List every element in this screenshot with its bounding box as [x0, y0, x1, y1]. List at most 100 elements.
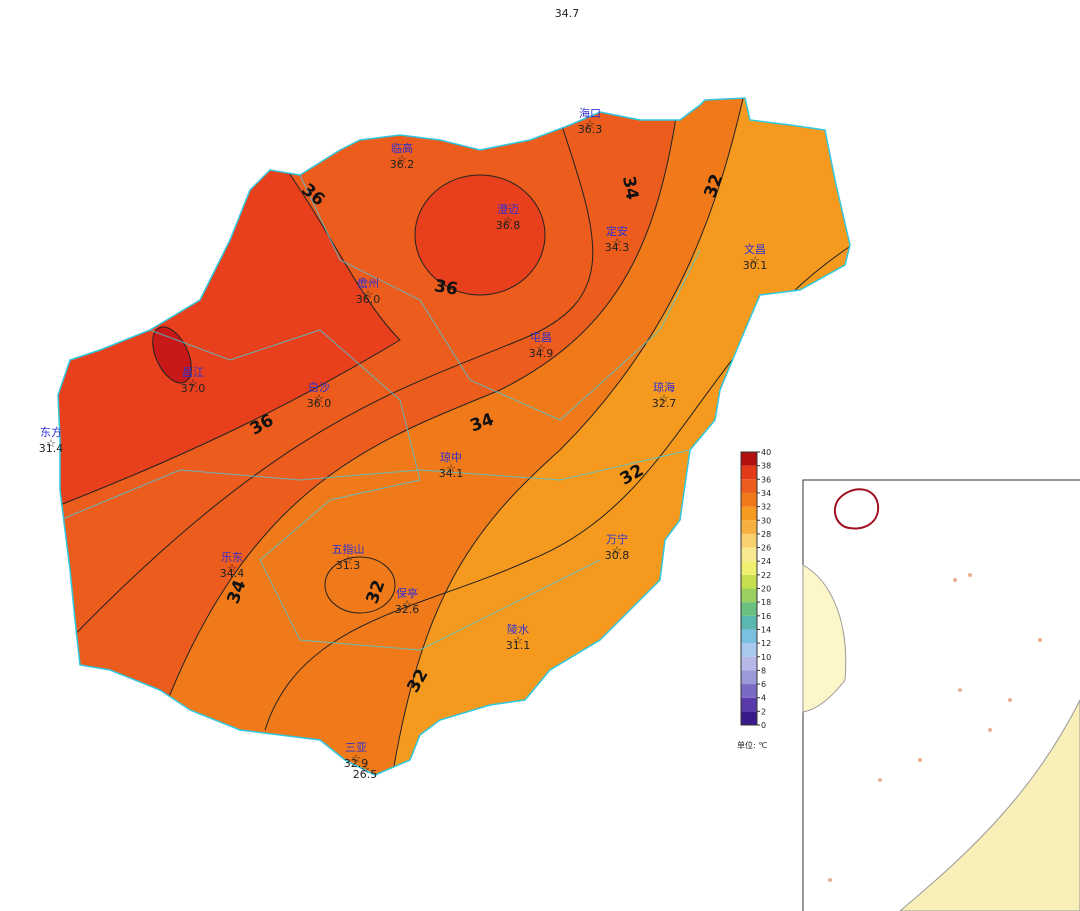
legend-swatch [741, 602, 757, 616]
station-value: 30.1 [743, 259, 768, 272]
station-name: 海口 [579, 106, 601, 120]
legend-swatch [741, 574, 757, 589]
legend-tick-label: 32 [761, 503, 771, 512]
station-value: 31.4 [39, 442, 64, 455]
legend-tick-label: 22 [761, 571, 771, 580]
station-star: ☆ [612, 236, 622, 249]
legend-tick-label: 14 [761, 625, 771, 634]
station: 昌江☆37.0 [181, 366, 206, 395]
station-name: 昌江 [182, 366, 204, 379]
legend-swatch [741, 615, 757, 630]
station-value: 30.8 [605, 549, 630, 562]
legend-swatch [741, 656, 757, 671]
station-value: 32.6 [395, 603, 420, 616]
station-star: ☆ [343, 554, 353, 567]
legend-tick-label: 38 [761, 462, 771, 471]
legend-swatch [741, 547, 757, 562]
station-star: ☆ [351, 752, 361, 765]
station-value: 34.1 [439, 467, 464, 480]
station-name: 屯昌 [530, 331, 552, 344]
legend-swatch [741, 492, 757, 507]
legend-swatch [741, 670, 757, 685]
legend-swatch [741, 588, 757, 603]
station-value: 34.3 [605, 241, 630, 254]
legend-swatch [741, 506, 757, 521]
station: 五指山☆31.3 [332, 542, 365, 572]
legend-swatch [741, 684, 757, 698]
legend-tick-label: 2 [761, 707, 766, 716]
station: 儋州☆36.0 [356, 277, 381, 306]
inset [802, 479, 1080, 911]
legend-tick-label: 12 [761, 639, 771, 648]
station: 定安☆34.3 [605, 224, 630, 254]
legend-tick-label: 0 [761, 721, 766, 730]
station-name: 五指山 [332, 542, 365, 556]
station-star: ☆ [363, 288, 373, 301]
station-star: ☆ [750, 254, 760, 267]
legend-swatch [741, 465, 757, 480]
station: 万宁☆30.8 [605, 532, 630, 562]
legend-tick-label: 28 [761, 530, 771, 539]
legend-tick-label: 34 [761, 489, 771, 498]
station-star: ☆ [536, 342, 546, 355]
station-name: 琼中 [440, 450, 462, 464]
station-star: ☆ [612, 544, 622, 557]
legend-tick-label: 40 [761, 448, 771, 457]
station-value: 36.2 [390, 158, 415, 171]
legend-tick-label: 36 [761, 475, 771, 484]
station: 澄迈☆36.8 [496, 202, 521, 232]
legend-swatch [741, 520, 757, 534]
station-star: ☆ [503, 214, 513, 227]
station: 屯昌☆34.9 [529, 331, 554, 360]
station-star: ☆ [585, 118, 595, 131]
legend-swatch [741, 452, 757, 466]
station-star: ☆ [513, 634, 523, 647]
edge-value: 34.7 [555, 7, 580, 20]
station-name: 临高 [391, 141, 413, 155]
legend-swatch [741, 697, 757, 712]
contour-label: 34 [618, 175, 642, 202]
station-name: 三亚 [345, 741, 367, 754]
station-name: 万宁 [606, 532, 628, 546]
station-name: 白沙 [308, 380, 330, 394]
legend-tick-label: 18 [761, 598, 771, 607]
legend-swatch [741, 479, 757, 493]
station: 乐东☆34.4 [220, 551, 245, 580]
station: 海口☆36.3 [578, 106, 603, 136]
station-value: 31.1 [506, 639, 531, 652]
station-value: 36.3 [578, 123, 603, 136]
station: 保亭☆32.6 [395, 586, 420, 616]
station-name: 陵水 [507, 623, 529, 636]
legend-tick-label: 30 [761, 516, 771, 525]
station-value: 26.5 [353, 768, 378, 781]
station-value: 36.0 [307, 397, 332, 410]
station-name: 东方 [40, 425, 62, 439]
station: ☆26.5 [353, 763, 378, 781]
station-star: ☆ [360, 763, 370, 776]
station-name: 儋州 [357, 277, 379, 290]
contour-label: 36 [433, 276, 460, 300]
station-name: 保亭 [396, 586, 418, 600]
station: 东方☆31.4 [39, 425, 64, 455]
legend-tick-label: 4 [761, 694, 766, 703]
legend-tick-label: 26 [761, 544, 771, 553]
legend-tick-label: 10 [761, 653, 771, 662]
legend-unit: 单位: ℃ [737, 740, 767, 750]
station-star: ☆ [659, 392, 669, 405]
station-name: 琼海 [653, 380, 675, 394]
legend-tick-label: 16 [761, 612, 771, 621]
station: 琼海☆32.7 [652, 380, 677, 410]
station-value: 36.0 [356, 293, 381, 306]
station-star: ☆ [446, 462, 456, 475]
legend-swatch [741, 629, 757, 644]
legend-swatch [741, 643, 757, 657]
station-star: ☆ [397, 153, 407, 166]
station-star: ☆ [227, 562, 237, 575]
station-value: 34.9 [529, 347, 554, 360]
legend-tick-label: 20 [761, 585, 771, 594]
station-value: 32.7 [652, 397, 677, 410]
station: 三亚☆32.9 [344, 741, 369, 770]
station: 琼中☆34.1 [439, 450, 464, 480]
station-name: 乐东 [221, 551, 243, 564]
